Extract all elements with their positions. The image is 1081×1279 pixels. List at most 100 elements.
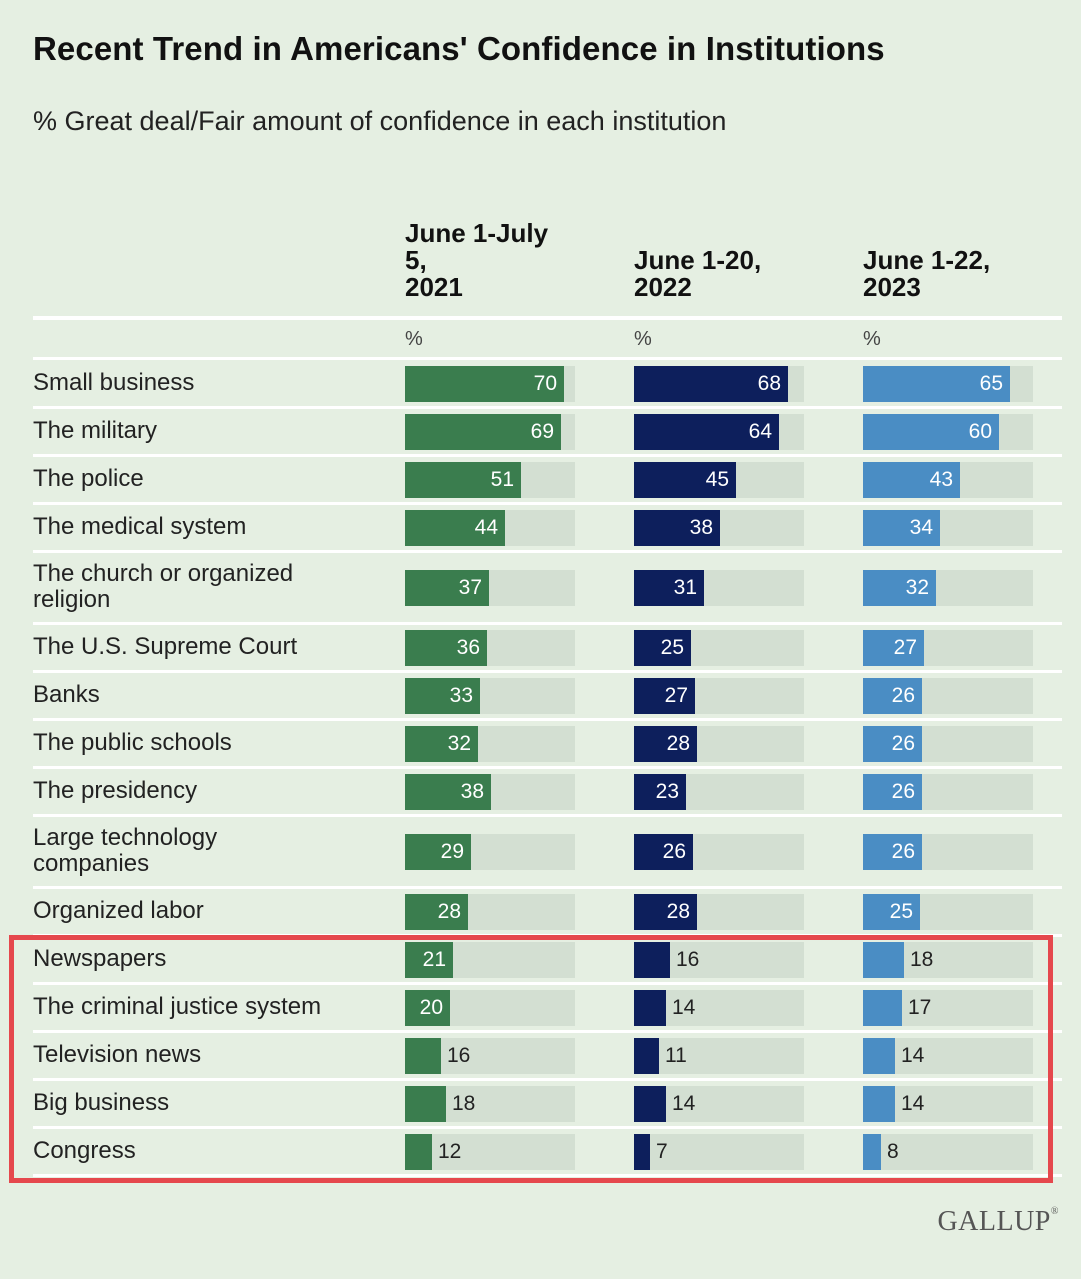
chart-subtitle: % Great deal/Fair amount of confidence i… <box>33 106 727 136</box>
data-label: 26 <box>891 840 915 863</box>
data-label: 8 <box>887 1140 899 1163</box>
data-label: 36 <box>456 636 480 659</box>
data-label: 11 <box>665 1044 687 1067</box>
bar-track <box>634 1134 804 1170</box>
row-label: Television news <box>33 1041 202 1068</box>
data-label: 21 <box>422 948 446 971</box>
bar-2021 <box>405 1086 446 1122</box>
row-label: The church or organized religion <box>33 560 294 613</box>
data-label: 26 <box>891 732 915 755</box>
bar-2021 <box>405 510 505 546</box>
bar-2021 <box>405 894 468 930</box>
bar-2021 <box>405 366 564 402</box>
bar-2021 <box>405 774 491 810</box>
data-label: 43 <box>929 468 953 491</box>
bar-2021 <box>405 990 450 1026</box>
bar-2023 <box>863 678 922 714</box>
data-label: 12 <box>438 1140 462 1163</box>
bar-2022 <box>634 834 693 870</box>
data-label: 20 <box>419 996 443 1019</box>
data-label: 64 <box>748 420 772 443</box>
bar-2021 <box>405 1038 441 1074</box>
data-label: 26 <box>891 780 915 803</box>
bar-track <box>405 1134 575 1170</box>
gallup-logo: GALLUP® <box>937 1206 1059 1238</box>
data-label: 29 <box>440 840 464 863</box>
row-label: The criminal justice system <box>33 993 322 1020</box>
bar-2023 <box>863 1038 895 1074</box>
bar-2021 <box>405 678 480 714</box>
data-label: 38 <box>689 516 713 539</box>
bar-track <box>634 1038 804 1074</box>
data-label: 28 <box>666 732 690 755</box>
row-label: The medical system <box>33 513 247 540</box>
row-label: The U.S. Supreme Court <box>33 633 298 660</box>
row-rule <box>33 982 1062 985</box>
row-rule <box>33 454 1062 457</box>
bar-2022 <box>634 990 666 1026</box>
data-label: 37 <box>458 576 482 599</box>
bar-2021 <box>405 726 478 762</box>
row-rule <box>33 670 1062 673</box>
data-label: 18 <box>452 1092 476 1115</box>
bar-2023 <box>863 414 999 450</box>
bar-2023 <box>863 990 902 1026</box>
data-label: 27 <box>664 684 688 707</box>
bar-2023 <box>863 366 1010 402</box>
row-label: Congress <box>33 1137 136 1164</box>
data-label: 45 <box>705 468 729 491</box>
data-label: 32 <box>905 576 929 599</box>
bar-2021 <box>405 1134 432 1170</box>
bar-2022 <box>634 570 704 606</box>
bar-2022 <box>634 414 779 450</box>
data-label: 27 <box>893 636 917 659</box>
data-label: 28 <box>666 900 690 923</box>
row-label: The public schools <box>33 729 232 756</box>
data-label: 44 <box>474 516 498 539</box>
bar-2022 <box>634 1134 650 1170</box>
data-label: 18 <box>910 948 934 971</box>
row-rule <box>33 502 1062 505</box>
row-rule <box>33 814 1062 817</box>
data-label: 31 <box>673 576 697 599</box>
data-label: 16 <box>447 1044 471 1067</box>
bar-2022 <box>634 894 697 930</box>
data-label: 25 <box>889 900 913 923</box>
row-label: Big business <box>33 1089 170 1116</box>
row-label: The presidency <box>33 777 198 804</box>
bar-2021 <box>405 942 453 978</box>
data-label: 14 <box>901 1092 925 1115</box>
data-label: 16 <box>676 948 700 971</box>
row-label: Banks <box>33 681 100 708</box>
bar-2021 <box>405 834 471 870</box>
row-rule <box>33 357 1062 360</box>
bar-2022 <box>634 366 788 402</box>
row-rule <box>33 766 1062 769</box>
bar-2022 <box>634 726 697 762</box>
bar-2023 <box>863 630 924 666</box>
row-label: The police <box>33 465 144 492</box>
unit-label-2023: % <box>863 328 881 350</box>
bar-2022 <box>634 462 736 498</box>
data-label: 28 <box>437 900 461 923</box>
unit-label-2022: % <box>634 328 652 350</box>
bar-2021 <box>405 462 521 498</box>
column-header-2022: June 1-20, 2022 <box>634 245 762 302</box>
row-label: The military <box>33 417 158 444</box>
bar-2023 <box>863 894 920 930</box>
bar-2021 <box>405 414 561 450</box>
bar-2023 <box>863 774 922 810</box>
data-label: 26 <box>662 840 686 863</box>
data-label: 14 <box>672 996 696 1019</box>
header-rule <box>33 316 1062 320</box>
row-rule <box>33 1174 1062 1177</box>
data-label: 70 <box>533 372 557 395</box>
column-header-2023: June 1-22, 2023 <box>863 245 991 302</box>
data-label: 68 <box>757 372 781 395</box>
row-rule <box>33 718 1062 721</box>
data-label: 14 <box>672 1092 696 1115</box>
row-rule <box>33 406 1062 409</box>
data-label: 7 <box>656 1140 668 1163</box>
data-label: 38 <box>460 780 484 803</box>
row-label: Newspapers <box>33 945 167 972</box>
